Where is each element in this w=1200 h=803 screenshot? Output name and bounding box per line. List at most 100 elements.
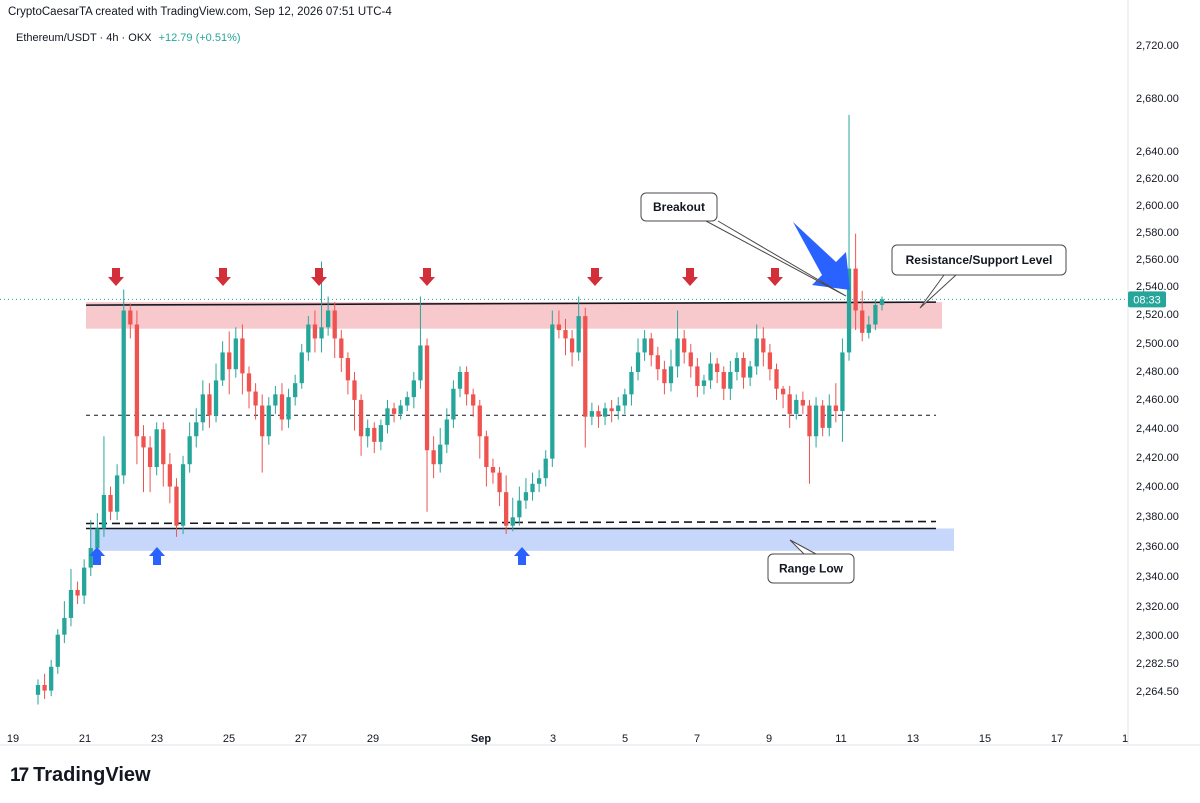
candle-body (233, 338, 238, 370)
candle-body (721, 371, 726, 389)
candle-body (227, 352, 232, 370)
candle-body (332, 310, 337, 339)
candle-body (846, 268, 852, 353)
candle-body (101, 494, 107, 529)
resistance-touch-arrow (767, 268, 783, 286)
candle-body (273, 394, 278, 406)
x-tick-label: 29 (367, 733, 379, 745)
candle-body (194, 422, 199, 437)
y-tick-label: 2,440.00 (1136, 423, 1179, 435)
symbol-legend: Ethereum/USDT · 4h · OKX +12.79 (+0.51%) (16, 32, 241, 44)
support-touch-arrow (149, 547, 165, 565)
candle-body (583, 316, 588, 417)
candle-body (220, 352, 225, 381)
tradingview-logo-mark: 17 (10, 764, 29, 786)
candle-body (385, 408, 390, 426)
candle-body (879, 299, 885, 305)
candle-body (728, 371, 733, 389)
candle-body (800, 399, 806, 406)
candle-body (813, 405, 819, 437)
candle-body (279, 394, 285, 420)
candle-body (787, 394, 792, 414)
resistance-support-callout-box (891, 244, 1067, 276)
candle-body (649, 338, 654, 356)
candle-body (655, 355, 660, 370)
candle-body (141, 436, 146, 448)
breakout-callout-box (640, 192, 718, 222)
candle-body (866, 324, 871, 333)
x-tick-label: 19 (7, 733, 19, 745)
x-tick-label: 11 (835, 733, 846, 745)
candle-body (609, 408, 614, 412)
candle-body (405, 397, 410, 406)
support-touch-arrow (89, 547, 105, 565)
candle-body (95, 528, 100, 549)
candle-body (325, 310, 331, 328)
x-tick-label: 9 (766, 733, 772, 745)
x-tick-label: 25 (223, 733, 235, 745)
tradingview-logo-text: TradingView (33, 764, 151, 786)
range-low-dashed-line (85, 520, 937, 525)
candle-body (319, 327, 324, 339)
candle-body (246, 373, 252, 392)
candle-body (134, 324, 140, 437)
y-tick-label: 2,282.50 (1136, 658, 1179, 670)
x-tick-label: 23 (151, 733, 163, 745)
y-tick-label: 2,480.00 (1136, 366, 1179, 378)
resistance-touch-arrow (682, 268, 698, 286)
candle-body (569, 338, 575, 353)
candle-body (312, 324, 318, 339)
x-tick-label: 27 (295, 733, 307, 745)
price-change: +12.79 (+0.51%) (158, 32, 241, 44)
candle-body (358, 399, 364, 437)
candle-body (147, 447, 153, 468)
x-tick-label: 17 (1051, 733, 1063, 745)
candle-body (629, 371, 634, 395)
candle-body (780, 388, 786, 395)
candle-body (754, 338, 759, 367)
candle-body (820, 405, 825, 428)
candle-body (840, 352, 845, 412)
resistance-touch-arrow (311, 268, 327, 286)
y-tick-label: 2,320.00 (1136, 601, 1179, 613)
candle-body (596, 411, 601, 417)
candle-body (240, 338, 245, 374)
candle-body (391, 408, 397, 414)
candle-body (490, 467, 496, 473)
candle-body (161, 429, 166, 465)
candle-body (180, 464, 186, 526)
candle-body (398, 405, 403, 414)
candle-body (365, 427, 370, 437)
breakout-callout-pointer (705, 220, 847, 297)
range-low-callout-box (767, 553, 855, 584)
y-tick-label: 2,640.00 (1136, 146, 1179, 158)
candle-body (128, 310, 133, 325)
y-tick-label: 2,600.00 (1136, 200, 1179, 212)
candle-body (471, 394, 476, 406)
y-tick-label: 2,420.00 (1136, 452, 1179, 464)
candle-body (517, 500, 522, 518)
candle-body (622, 394, 627, 406)
candle-body (530, 483, 535, 493)
candle-body (418, 345, 423, 381)
candle-body (741, 358, 746, 378)
candle-body (438, 444, 443, 465)
y-tick-label: 2,580.00 (1136, 227, 1179, 239)
support-touch-arrow (514, 547, 530, 565)
candle-body (536, 478, 542, 484)
candle-body (708, 363, 713, 381)
candle-body (174, 486, 179, 526)
resistance-touch-arrow (215, 268, 231, 286)
candle-body (352, 380, 357, 400)
candle-body (668, 366, 674, 384)
candle-body (504, 492, 509, 526)
resistance-touch-arrow (587, 268, 603, 286)
candle-body (662, 369, 667, 384)
y-tick-label: 2,500.00 (1136, 338, 1179, 350)
candle-body (200, 394, 205, 423)
tradingview-logo[interactable]: 17 TradingView (10, 764, 151, 787)
candle-body (207, 394, 212, 416)
candle-body (378, 425, 384, 442)
candle-body (576, 316, 581, 353)
